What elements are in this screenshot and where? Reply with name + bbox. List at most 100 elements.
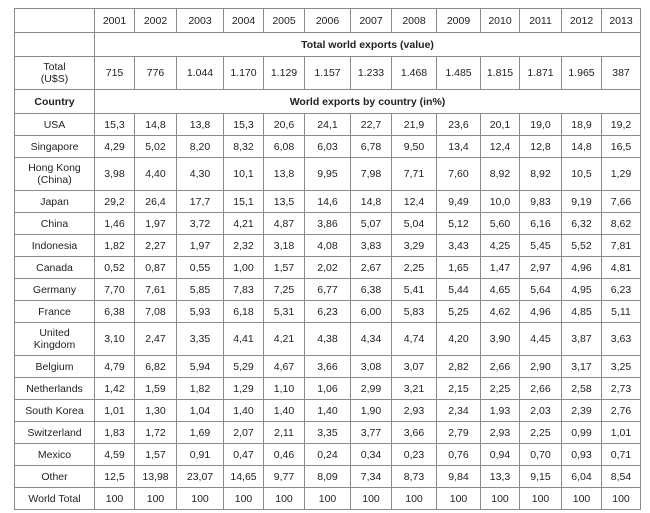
- value-cell: 5,45: [519, 234, 562, 257]
- value-cell: 9,95: [304, 157, 351, 191]
- value-cell: 7,25: [263, 278, 305, 301]
- value-cell: 100: [134, 487, 177, 510]
- row-label-line1: South Korea: [25, 404, 84, 417]
- year-header: 2003: [176, 8, 224, 33]
- value-cell: 4,65: [480, 278, 520, 301]
- row-label-line1: Germany: [32, 283, 77, 296]
- value-cell: 3,66: [304, 355, 351, 378]
- value-cell: 3,98: [94, 157, 135, 191]
- value-cell: 9,19: [561, 190, 602, 213]
- value-cell: 17,7: [176, 190, 224, 213]
- value-cell: 100: [350, 487, 392, 510]
- value-cell: 4,21: [263, 322, 305, 356]
- row-label: Canada: [14, 256, 95, 279]
- table-row: Mexico 4,59 1,57 0,91 0,47 0,46 0,24 0,34 0,23 0,…: [14, 443, 641, 466]
- row-label: Other: [14, 465, 95, 488]
- value-cell: 4,96: [561, 256, 602, 279]
- value-cell: 2,82: [436, 355, 481, 378]
- value-cell: 100: [480, 487, 520, 510]
- value-cell: 100: [519, 487, 562, 510]
- year-header: 2009: [436, 8, 481, 33]
- row-label: Japan: [14, 190, 95, 213]
- value-cell: 13,8: [263, 157, 305, 191]
- value-cell: 12,4: [391, 190, 437, 213]
- value-cell: 24,1: [304, 113, 351, 136]
- year-header: 2013: [601, 8, 641, 33]
- value-cell: 15,1: [223, 190, 264, 213]
- value-cell: 6,23: [304, 300, 351, 323]
- value-cell: 6,18: [223, 300, 264, 323]
- country-section-row: Country World exports by country (in%): [14, 89, 641, 114]
- value-cell: 1.129: [263, 56, 305, 90]
- row-label-line1: World Total: [28, 492, 81, 505]
- value-cell: 2,73: [601, 377, 641, 400]
- value-cell: 4,25: [480, 234, 520, 257]
- value-cell: 1.044: [176, 56, 224, 90]
- value-cell: 3,29: [391, 234, 437, 257]
- value-cell: 4,40: [134, 157, 177, 191]
- value-cell: 0,87: [134, 256, 177, 279]
- value-cell: 13,5: [263, 190, 305, 213]
- value-cell: 4,62: [480, 300, 520, 323]
- row-label-line2: (U$S): [40, 73, 69, 85]
- value-cell: 0,93: [561, 443, 602, 466]
- value-cell: 0,71: [601, 443, 641, 466]
- value-cell: 16,5: [601, 135, 641, 158]
- value-cell: 5,02: [134, 135, 177, 158]
- value-cell: 0,23: [391, 443, 437, 466]
- value-cell: 2,11: [263, 421, 305, 444]
- value-cell: 5,04: [391, 212, 437, 235]
- value-cell: 4,41: [223, 322, 264, 356]
- row-label-line1: Canada: [36, 261, 73, 274]
- value-cell: 15,3: [223, 113, 264, 136]
- value-cell: 3,21: [391, 377, 437, 400]
- value-cell: 7,83: [223, 278, 264, 301]
- value-cell: 2,25: [519, 421, 562, 444]
- value-cell: 10,5: [561, 157, 602, 191]
- row-label-line1: China: [40, 217, 69, 230]
- value-cell: 100: [94, 487, 135, 510]
- value-cell: 7,70: [94, 278, 135, 301]
- value-cell: 3,66: [391, 421, 437, 444]
- table-row: Other 12,5 13,98 23,07 14,65 9,77 8,09 7,34 8,73…: [14, 465, 641, 488]
- value-cell: 5,60: [480, 212, 520, 235]
- table-row: Japan 29,2 26,4 17,7 15,1 13,5 14,6 14,8 12,4 9,4…: [14, 190, 641, 213]
- table-row: Switzerland 1,83 1,72 1,69 2,07 2,11 3,35 3,77 3…: [14, 421, 641, 444]
- value-cell: 5,94: [176, 355, 224, 378]
- value-cell: 1,00: [223, 256, 264, 279]
- row-label: World Total: [14, 487, 95, 510]
- row-label: USA: [14, 113, 95, 136]
- value-cell: 6,00: [350, 300, 392, 323]
- value-cell: 4,59: [94, 443, 135, 466]
- value-cell: 12,4: [480, 135, 520, 158]
- value-cell: 13,3: [480, 465, 520, 488]
- value-cell: 9,49: [436, 190, 481, 213]
- value-cell: 7,71: [391, 157, 437, 191]
- value-cell: 1.157: [304, 56, 351, 90]
- row-label-line1: Netherlands: [26, 382, 83, 395]
- value-cell: 6,16: [519, 212, 562, 235]
- year-header: 2008: [391, 8, 437, 33]
- value-cell: 4,87: [263, 212, 305, 235]
- value-cell: 0,99: [561, 421, 602, 444]
- value-cell: 2,25: [391, 256, 437, 279]
- value-cell: 2,90: [519, 355, 562, 378]
- corner-cell: [14, 8, 95, 33]
- value-cell: 13,8: [176, 113, 224, 136]
- value-cell: 7,34: [350, 465, 392, 488]
- value-cell: 8,20: [176, 135, 224, 158]
- value-cell: 0,24: [304, 443, 351, 466]
- table-row: Germany 7,70 7,61 5,85 7,83 7,25 6,77 6,38 5,41 5…: [14, 278, 641, 301]
- total-section-title: Total world exports (value): [94, 32, 641, 57]
- value-cell: 8,62: [601, 212, 641, 235]
- row-label: Singapore: [14, 135, 95, 158]
- year-header: 2004: [223, 8, 264, 33]
- row-label-line1: Singapore: [30, 140, 79, 153]
- row-label: South Korea: [14, 399, 95, 422]
- table-row: United Kingdom 3,10 2,47 3,35 4,41 4,21 4,38 4,3…: [14, 322, 641, 356]
- value-cell: 1,01: [601, 421, 641, 444]
- value-cell: 4,79: [94, 355, 135, 378]
- value-cell: 5,85: [176, 278, 224, 301]
- value-cell: 4,81: [601, 256, 641, 279]
- value-cell: 14,8: [561, 135, 602, 158]
